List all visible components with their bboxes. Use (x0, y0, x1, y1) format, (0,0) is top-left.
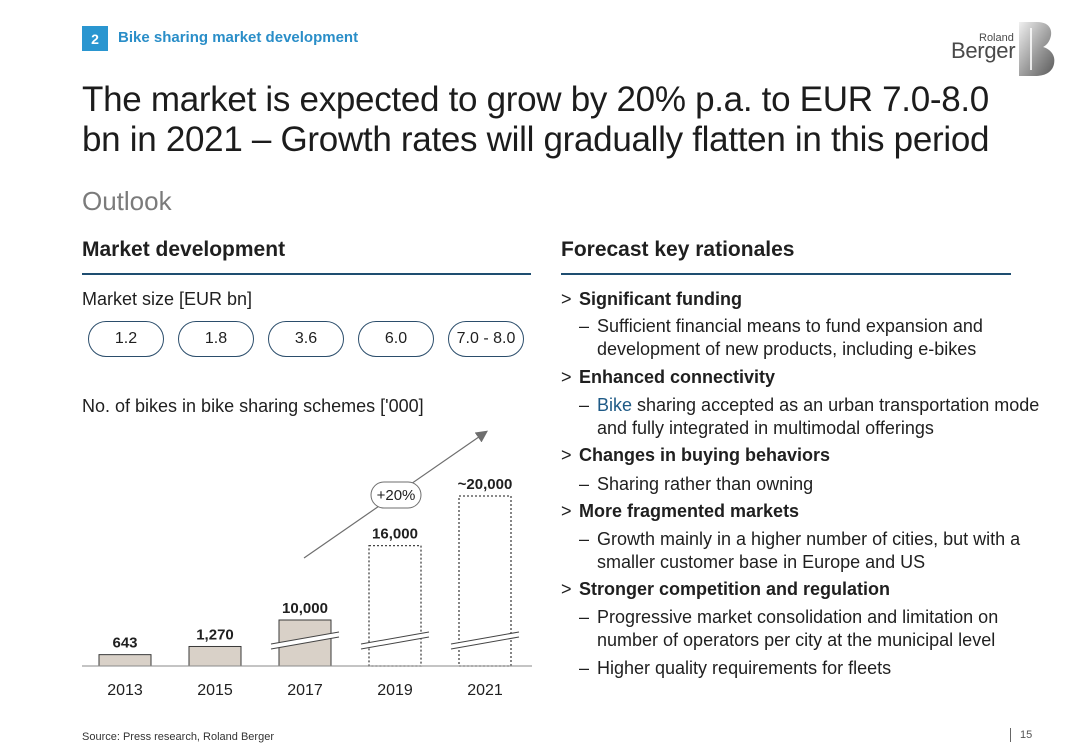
subtitle: Outlook (82, 186, 172, 216)
data-label-2017: 10,000 (282, 600, 328, 617)
logo-text-roland: Roland (979, 32, 1014, 44)
data-label-2015: 1,270 (196, 626, 234, 643)
bar-2015 (188, 645, 242, 667)
dash-bullet-icon: – (579, 474, 590, 494)
data-label-2019: 16,000 (372, 526, 418, 543)
market-size-pill-2013: 1.2 (88, 321, 164, 357)
roland-berger-logo-icon (1019, 22, 1055, 76)
axis-break-2021 (450, 631, 520, 650)
market-size-pill-2019: 6.0 (358, 321, 434, 357)
market-size-pill-2021: 7.0 - 8.0 (448, 321, 524, 357)
bikes-chart-label: No. of bikes in bike sharing schemes ['0… (82, 396, 424, 416)
x-tick-2021: 2021 (467, 682, 503, 699)
market-size-pill-2015: 1.8 (178, 321, 254, 357)
rationale-detail: – Sufficient financial means to fund expa… (579, 316, 983, 359)
dash-bullet-icon: – (579, 658, 590, 678)
rationale-detail: – Growth mainly in a higher number of cit… (579, 529, 1021, 572)
dash-bullet-icon: – (579, 529, 590, 549)
page-separator (1010, 728, 1011, 742)
chevron-right-icon: > (561, 289, 572, 309)
source-note: Source: Press research, Roland Berger (82, 731, 274, 743)
growth-rate-label: +20% (377, 487, 416, 504)
rationale-title: > Significant funding (561, 289, 742, 309)
growth-rate-badge (370, 481, 422, 509)
logo-text-berger: Berger (951, 38, 1016, 63)
section-number-badge: 2 (82, 26, 108, 51)
x-tick-2015: 2015 (197, 682, 233, 699)
dash-bullet-icon: – (579, 395, 590, 415)
market-development-heading: Market development (82, 238, 286, 261)
data-label-2013: 643 (112, 635, 137, 652)
section-title: Bike sharing market development (118, 29, 359, 46)
left-heading-rule (82, 273, 531, 275)
right-heading-rule (561, 273, 1011, 275)
x-tick-2017: 2017 (287, 682, 323, 699)
x-tick-2019: 2019 (377, 682, 413, 699)
data-label-2021: ~20,000 (458, 476, 513, 493)
forecast-rationales-heading: Forecast key rationales (561, 238, 795, 261)
chevron-right-icon: > (561, 501, 572, 521)
dash-bullet-icon: – (579, 607, 590, 627)
rationale-title: > More fragmented markets (561, 501, 800, 521)
chevron-right-icon: > (561, 579, 572, 599)
chevron-right-icon: > (561, 367, 572, 387)
chevron-right-icon: > (561, 445, 572, 465)
page-number: 15 (1020, 729, 1033, 741)
rationale-detail: – Higher quality requirements for fleets (579, 658, 892, 678)
bike-chart: 643 2013 1,270 2015 10,000 2017 16,000 2019 ~20,… (82, 430, 532, 699)
headline: The market is expected to grow by 20% p.… (82, 80, 990, 159)
x-tick-2013: 2013 (107, 682, 143, 699)
axis-break-2019 (360, 631, 430, 650)
rationale-title: > Changes in buying behaviors (561, 445, 831, 465)
rationale-title: > Enhanced connectivity (561, 367, 776, 387)
rationale-title: > Stronger competition and regulation (561, 579, 891, 599)
dash-bullet-icon: – (579, 316, 590, 336)
axis-break-2017 (270, 631, 340, 650)
bar-2013 (98, 654, 152, 667)
rationale-detail: – Bike sharing accepted as an urban trans… (579, 395, 1040, 438)
rationale-detail: – Progressive market consolidation and li… (579, 607, 999, 650)
market-size-label: Market size [EUR bn] (82, 289, 253, 309)
rationale-detail: – Sharing rather than owning (579, 474, 814, 494)
bar-2019 (368, 544, 422, 667)
market-size-pill-2017: 3.6 (268, 321, 344, 357)
